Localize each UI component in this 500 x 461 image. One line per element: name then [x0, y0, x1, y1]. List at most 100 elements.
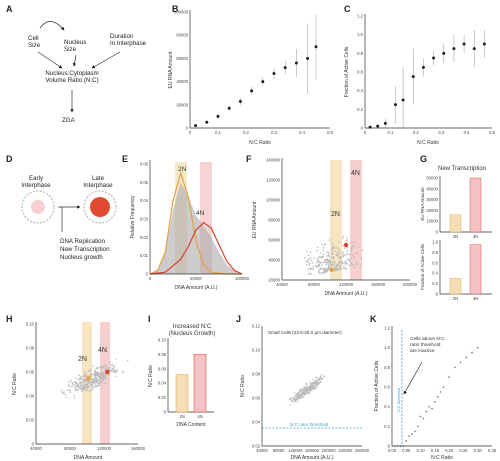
f-cloud-point	[317, 257, 319, 260]
f-cloud-point	[360, 257, 363, 260]
h-cloud-point	[91, 375, 93, 378]
f-cloud-point	[342, 254, 345, 256]
j-axes	[261, 326, 362, 447]
d-event-dna-replication: DNA Replication	[60, 238, 106, 245]
f-cloud-point	[327, 259, 329, 262]
f-cloud-point	[346, 267, 348, 270]
h-cloud-point	[76, 383, 79, 386]
f-cloud-point	[353, 246, 355, 248]
h-cloud-point	[97, 380, 99, 382]
h-cloud-point	[74, 389, 77, 392]
b-y-ticks: 0 20000 40000 60000 80000 100000	[174, 10, 189, 131]
f-cloud-point	[337, 268, 340, 271]
h-cloud-point	[110, 364, 112, 366]
j-cloud-point	[311, 382, 314, 385]
f-cloud-point	[318, 270, 320, 273]
k-xtick: 0.15	[431, 448, 440, 453]
h-cloud-point	[105, 374, 108, 376]
f-y-ticks: 20000 40000 60000 80000 100000 120000 140000	[266, 158, 281, 283]
i-axes	[167, 338, 214, 413]
f-cloud-point	[348, 258, 351, 261]
j-cloud-point	[319, 376, 322, 379]
f-cloud-point	[349, 264, 352, 266]
b-xlabel: N:C Ratio	[249, 140, 271, 146]
f-cloud-point	[343, 254, 346, 257]
h-cloud-point	[66, 389, 69, 391]
k-point	[431, 407, 433, 410]
c-xtick: 0.4	[464, 130, 470, 135]
f-cloud-point	[339, 266, 341, 268]
b-xtick: 0	[189, 130, 192, 135]
arrow-cell-to-nc	[37, 51, 63, 69]
b-ytick: 60000	[176, 56, 188, 61]
f-ytick: 80000	[268, 218, 280, 223]
j-ylabel: N:C Ratio	[240, 375, 246, 397]
g2-ylabel: Fraction of Active Cells	[420, 243, 425, 290]
k-ytick: 1.2	[384, 326, 390, 331]
f-cloud-point	[346, 249, 349, 252]
e-ytick: 0.02	[140, 235, 149, 240]
arrow-cell-to-nucleus	[39, 21, 65, 31]
h-cloud-point	[95, 377, 97, 379]
f-cloud-point	[355, 261, 358, 264]
h-cloud-point	[81, 390, 83, 393]
i-ytick: 0.06	[158, 366, 167, 371]
j-cloud-point	[316, 380, 319, 382]
h-cloud-point	[99, 373, 101, 375]
b-ytick: 100000	[174, 10, 189, 15]
h-cloud-point	[85, 384, 87, 386]
j-ytick: 0.12	[252, 324, 261, 329]
k-point	[439, 391, 442, 393]
f-cloud-point	[341, 260, 343, 263]
f-cloud-point	[316, 249, 318, 252]
h-cloud-point	[82, 388, 84, 391]
h-cloud-point	[90, 380, 92, 383]
h-cloud-point	[71, 385, 73, 388]
k-point	[411, 433, 413, 436]
h-cloud-point	[83, 371, 86, 374]
f-cloud-point	[328, 255, 331, 258]
i-xlabel: DNA Content	[176, 422, 206, 428]
j-annotation: Small Cells (23.5-25.0 µm diameter)	[268, 330, 342, 335]
f-label-2n: 2N	[331, 211, 340, 218]
f-cloud-point	[351, 254, 353, 256]
f-cloud-point	[345, 237, 348, 240]
h-cloud-point	[100, 376, 103, 378]
d-early-label: Early Interphase	[21, 175, 51, 189]
f-cloud-point	[309, 257, 312, 259]
e-ytick: 0.04	[140, 198, 149, 203]
h-cloud-point	[82, 385, 85, 387]
f-cloud-point	[330, 257, 333, 259]
j-cloud-point	[298, 397, 301, 400]
c-point	[462, 42, 466, 46]
j-ytick: 0.02	[252, 444, 261, 449]
b-point	[283, 66, 287, 70]
h-cloud-point	[115, 371, 118, 373]
h-cloud-point	[98, 374, 100, 377]
k-point	[428, 405, 431, 408]
h-label-2n: 2N	[78, 356, 87, 363]
f-cloud-point	[353, 241, 356, 244]
f-cloud-point	[320, 272, 322, 275]
j-cloud-point	[296, 394, 299, 396]
h-cloud-point	[113, 369, 115, 372]
f-cloud-point	[337, 241, 340, 243]
h-cloud-point	[98, 384, 101, 387]
h-cloud-point	[101, 372, 104, 374]
k-point	[448, 376, 451, 379]
h-cloud-point	[93, 373, 96, 375]
f-cloud-point	[331, 242, 333, 244]
k-axes	[391, 326, 492, 447]
j-cloud-point	[314, 384, 316, 387]
panel-letter-a: A	[6, 4, 13, 14]
b-point	[227, 106, 231, 110]
panel-letter-i: I	[148, 314, 151, 324]
h-cloud-point	[105, 377, 107, 380]
f-cloud-point	[354, 252, 357, 254]
h-cloud-point	[91, 378, 93, 381]
b-ytick: 80000	[176, 33, 188, 38]
f-cloud-point	[341, 263, 344, 265]
g2-cat-label: 2N	[453, 296, 458, 301]
j-cloud-point	[306, 391, 308, 394]
f-cloud-point	[310, 259, 313, 262]
